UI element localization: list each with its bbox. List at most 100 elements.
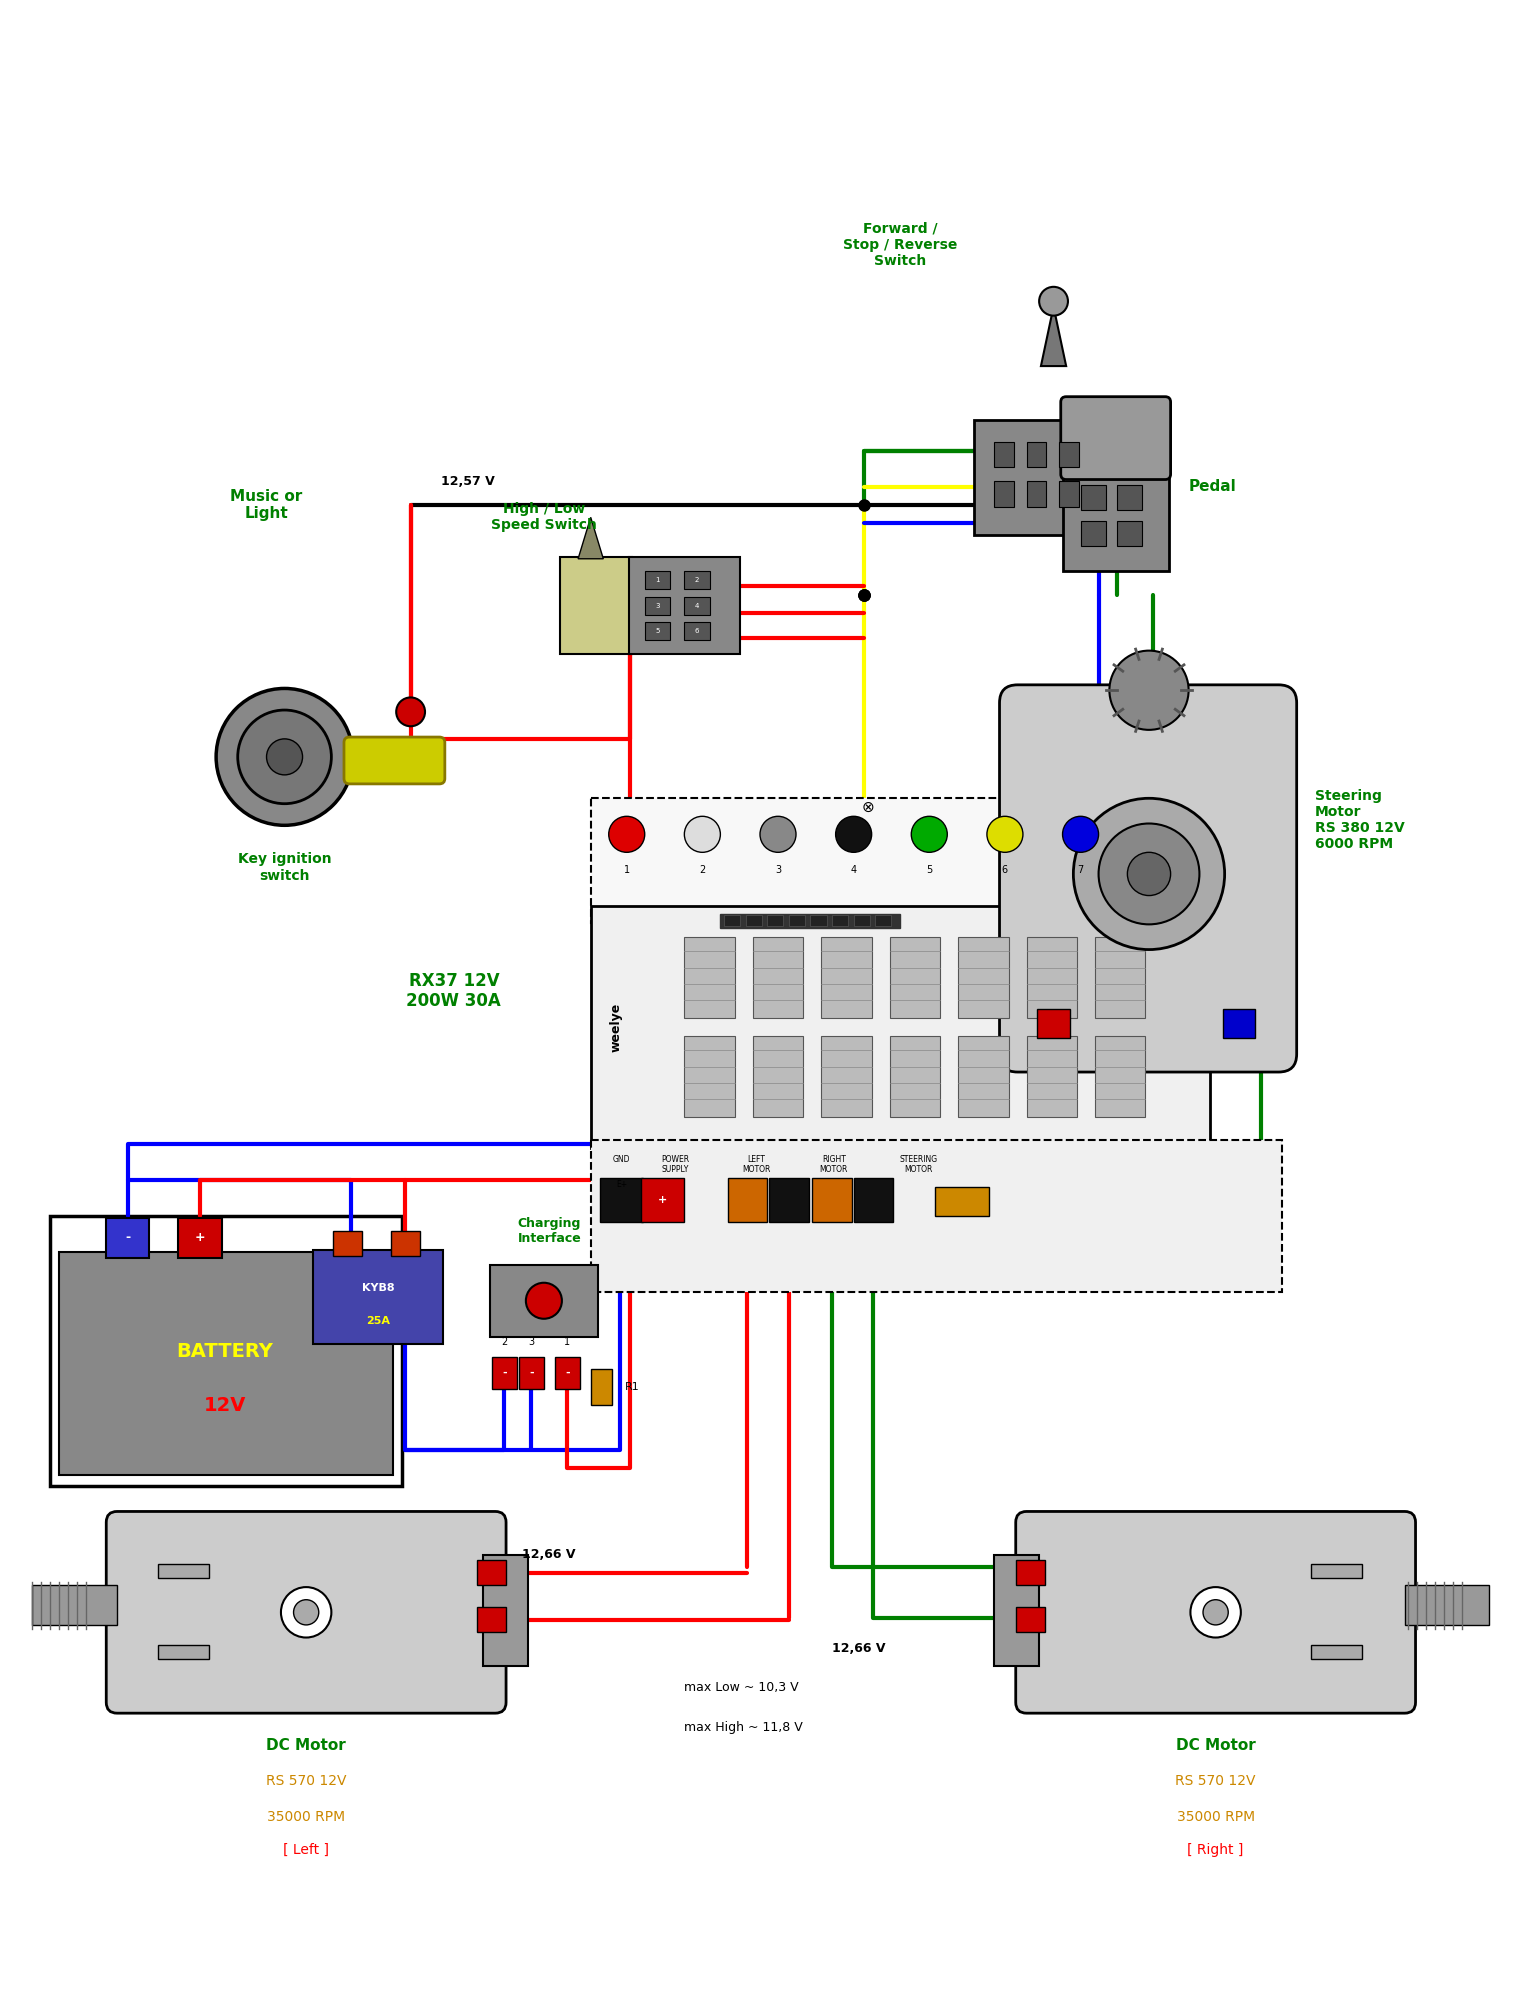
FancyBboxPatch shape xyxy=(1037,1010,1070,1038)
Bar xyxy=(644,596,671,614)
Bar xyxy=(684,596,709,614)
Bar xyxy=(644,622,671,640)
Text: 4: 4 xyxy=(851,866,857,876)
Bar xyxy=(821,936,872,1018)
Text: 6: 6 xyxy=(695,628,700,634)
FancyBboxPatch shape xyxy=(1063,466,1169,572)
Text: High / Low
Speed Switch: High / Low Speed Switch xyxy=(491,502,597,532)
FancyBboxPatch shape xyxy=(1000,684,1297,1072)
Circle shape xyxy=(760,816,797,852)
FancyBboxPatch shape xyxy=(1015,1606,1044,1632)
Text: LEFT
MOTOR: LEFT MOTOR xyxy=(743,1154,771,1174)
Bar xyxy=(1026,936,1077,1018)
Text: 2: 2 xyxy=(700,866,706,876)
Text: [ Right ]: [ Right ] xyxy=(1187,1842,1244,1856)
Bar xyxy=(518,1356,544,1390)
Text: weelye: weelye xyxy=(609,1002,623,1052)
Text: DC Motor: DC Motor xyxy=(266,1738,346,1754)
Bar xyxy=(767,916,783,926)
FancyBboxPatch shape xyxy=(974,420,1098,536)
Text: Forward /
Stop / Reverse
Switch: Forward / Stop / Reverse Switch xyxy=(843,222,958,268)
Text: 2: 2 xyxy=(501,1338,508,1348)
Circle shape xyxy=(684,816,720,852)
FancyBboxPatch shape xyxy=(727,1178,767,1222)
Text: -: - xyxy=(529,1368,534,1378)
Bar xyxy=(875,916,892,926)
Bar xyxy=(1310,1564,1361,1578)
Bar xyxy=(555,1356,580,1390)
Text: 3: 3 xyxy=(775,866,781,876)
Text: +: + xyxy=(195,1232,205,1244)
Bar xyxy=(752,1036,803,1118)
Bar xyxy=(1081,484,1106,510)
Bar xyxy=(889,1036,940,1118)
Bar xyxy=(1117,520,1141,546)
Bar xyxy=(832,916,849,926)
Text: GND: GND xyxy=(612,1154,631,1164)
Bar xyxy=(684,1036,735,1118)
Bar xyxy=(854,916,871,926)
FancyBboxPatch shape xyxy=(935,1188,989,1216)
Text: 1: 1 xyxy=(624,866,629,876)
Text: 6: 6 xyxy=(1001,866,1007,876)
FancyBboxPatch shape xyxy=(560,556,632,654)
Bar xyxy=(684,936,735,1018)
Text: Music or
Light: Music or Light xyxy=(231,488,303,520)
FancyBboxPatch shape xyxy=(812,1178,852,1222)
Text: max High ~ 11,8 V: max High ~ 11,8 V xyxy=(684,1722,803,1734)
Bar xyxy=(746,916,761,926)
FancyBboxPatch shape xyxy=(854,1178,894,1222)
Bar xyxy=(1404,1586,1489,1624)
FancyBboxPatch shape xyxy=(1061,396,1170,480)
Text: [ Left ]: [ Left ] xyxy=(283,1842,329,1856)
Bar xyxy=(958,936,1009,1018)
Text: Pedal: Pedal xyxy=(1189,480,1237,494)
Text: KYB8: KYB8 xyxy=(361,1284,395,1294)
Text: -: - xyxy=(501,1368,506,1378)
Text: max Low ~ 10,3 V: max Low ~ 10,3 V xyxy=(684,1682,798,1694)
Circle shape xyxy=(1109,650,1189,730)
Circle shape xyxy=(217,688,354,826)
FancyBboxPatch shape xyxy=(769,1178,809,1222)
Bar xyxy=(591,1370,612,1406)
Circle shape xyxy=(987,816,1023,852)
Text: 12,57 V: 12,57 V xyxy=(441,474,495,488)
Text: POWER
SUPPLY: POWER SUPPLY xyxy=(661,1154,689,1174)
Bar xyxy=(1060,482,1078,506)
Text: 3: 3 xyxy=(655,602,660,608)
Text: 2: 2 xyxy=(695,578,700,584)
Bar xyxy=(1026,482,1046,506)
Text: -: - xyxy=(125,1232,131,1244)
Text: RS 570 12V: RS 570 12V xyxy=(266,1774,346,1788)
Text: Charging
Interface: Charging Interface xyxy=(517,1216,581,1244)
Bar xyxy=(644,572,671,590)
Text: ⊗: ⊗ xyxy=(861,800,875,814)
Circle shape xyxy=(294,1600,318,1624)
FancyBboxPatch shape xyxy=(477,1560,506,1586)
Circle shape xyxy=(1040,286,1067,316)
FancyBboxPatch shape xyxy=(477,1606,506,1632)
Text: 35000 RPM: 35000 RPM xyxy=(1177,1810,1255,1824)
Polygon shape xyxy=(1041,306,1066,366)
FancyBboxPatch shape xyxy=(591,798,1210,922)
Bar xyxy=(51,1216,401,1486)
Bar xyxy=(684,572,709,590)
Text: 12,66 V: 12,66 V xyxy=(832,1642,886,1654)
Circle shape xyxy=(1190,1588,1241,1638)
Bar xyxy=(889,936,940,1018)
Bar xyxy=(1095,1036,1146,1118)
Text: -: - xyxy=(564,1368,569,1378)
FancyBboxPatch shape xyxy=(641,1178,684,1222)
Bar xyxy=(1117,484,1141,510)
FancyBboxPatch shape xyxy=(60,1252,392,1476)
FancyBboxPatch shape xyxy=(106,1512,506,1714)
Bar xyxy=(1095,936,1146,1018)
Bar xyxy=(724,916,740,926)
Bar xyxy=(32,1586,117,1624)
Text: DC Motor: DC Motor xyxy=(1175,1738,1255,1754)
Bar xyxy=(492,1356,517,1390)
Bar xyxy=(1310,1644,1361,1660)
Circle shape xyxy=(1127,852,1170,896)
FancyBboxPatch shape xyxy=(1015,1560,1044,1586)
Bar xyxy=(958,1036,1009,1118)
